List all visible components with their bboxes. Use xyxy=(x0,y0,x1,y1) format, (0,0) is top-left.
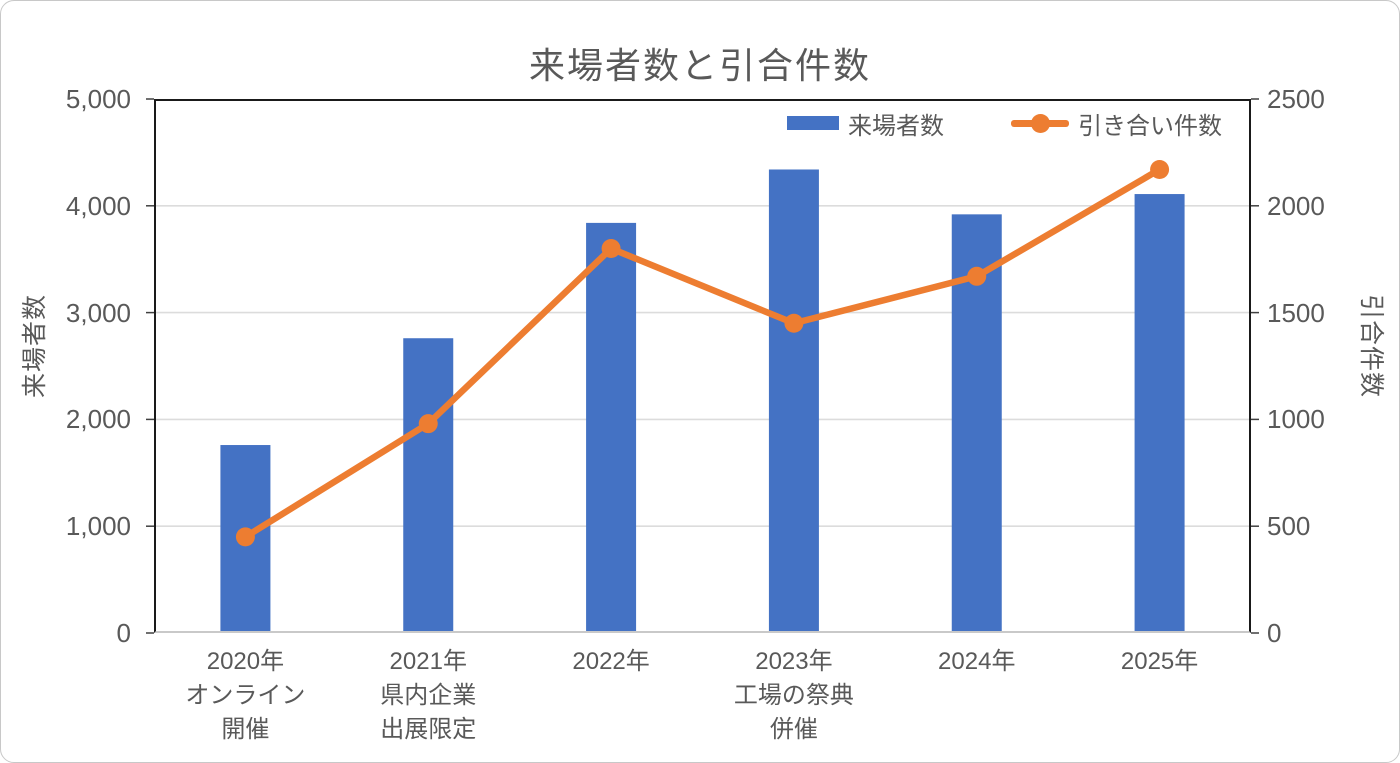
x-axis-label-line: オンライン xyxy=(185,682,306,709)
y-right-tick-label: 2500 xyxy=(1267,84,1325,114)
x-axis-label-line: 2025年 xyxy=(1120,648,1199,675)
x-axis-label-2023年: 2023年工場の祭典併催 xyxy=(703,645,886,747)
x-axis-label-line: 2024年 xyxy=(938,648,1016,675)
y-right-tick-label: 1500 xyxy=(1267,297,1325,328)
line-marker-2022年 xyxy=(601,239,621,259)
line-series xyxy=(242,166,1163,541)
y-right-tick-label: 1000 xyxy=(1267,404,1325,435)
x-axis-label-line: 出展限定 xyxy=(380,716,477,743)
x-axis-label-line: 2023年 xyxy=(755,648,833,675)
bar-2021年 xyxy=(403,338,454,631)
plot-area xyxy=(154,99,1251,633)
line-marker-2024年 xyxy=(967,266,987,286)
legend-label-visitors: 来場者数 xyxy=(848,112,944,140)
legend-line-marker-swatch-icon xyxy=(1011,113,1069,133)
x-axis-label-line: 県内企業 xyxy=(380,682,477,709)
y-right-tick-label: 500 xyxy=(1267,511,1311,542)
y-left-tick-label: 2,000 xyxy=(65,404,131,435)
y-left-tick-label: 4,000 xyxy=(65,190,131,221)
y-left-tick-label: 1,000 xyxy=(65,511,131,542)
legend-line-dot xyxy=(1030,113,1050,133)
line-marker-2025年 xyxy=(1150,159,1170,179)
x-axis-label-2021年: 2021年県内企業出展限定 xyxy=(337,645,520,747)
x-axis-label-line: 工場の祭典 xyxy=(733,682,854,709)
legend-label-inquiries: 引き合い件数 xyxy=(1078,112,1222,140)
y-right-tick-label: 0 xyxy=(1267,618,1282,648)
bar-2025年 xyxy=(1134,194,1185,631)
line-marker-2020年 xyxy=(235,527,255,547)
y-left-tick-label: 5,000 xyxy=(65,84,131,114)
legend-bar-swatch-icon xyxy=(787,116,839,130)
x-axis-label-line: 2021年 xyxy=(389,648,467,675)
y-left-tick-label: 3,000 xyxy=(65,297,131,328)
bar-2023年 xyxy=(768,169,819,631)
x-axis-label-line: 2020年 xyxy=(206,648,285,675)
bar-2022年 xyxy=(586,222,637,631)
chart-title: 来場者数と引合件数 xyxy=(528,45,871,86)
legend-item-visitors: 来場者数 xyxy=(787,107,944,140)
line-marker-2021年 xyxy=(418,414,438,434)
x-axis-label-line: 開催 xyxy=(221,716,270,743)
legend-item-inquiries: 引き合い件数 xyxy=(1011,107,1222,140)
x-axis-label-2022年: 2022年 xyxy=(520,645,703,679)
y-right-tick-label: 2000 xyxy=(1267,190,1325,221)
y-left-tick-label: 0 xyxy=(116,618,131,648)
x-axis-label-2020年: 2020年オンライン開催 xyxy=(154,645,337,747)
line-marker-2023年 xyxy=(784,313,804,333)
x-axis-label-2024年: 2024年 xyxy=(885,645,1068,679)
x-axis-label-line: 2022年 xyxy=(572,648,650,675)
x-axis-label-line: 併催 xyxy=(769,716,818,743)
x-axis-label-2025年: 2025年 xyxy=(1068,645,1251,679)
